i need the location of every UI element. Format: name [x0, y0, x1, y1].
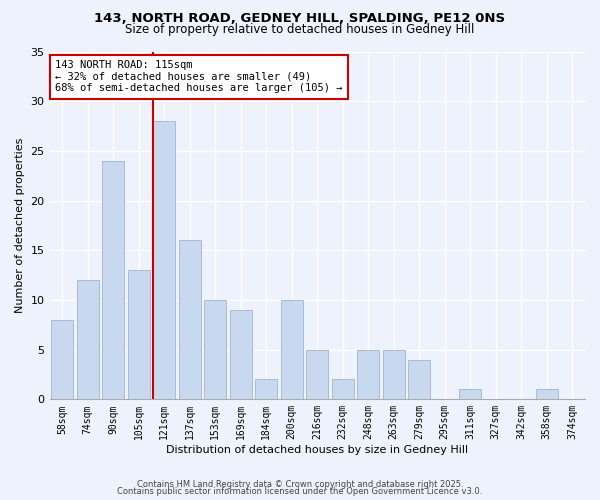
Bar [409, 360, 430, 400]
Text: 143 NORTH ROAD: 115sqm
← 32% of detached houses are smaller (49)
68% of semi-det: 143 NORTH ROAD: 115sqm ← 32% of detached… [55, 60, 343, 94]
Text: Contains HM Land Registry data © Crown copyright and database right 2025.: Contains HM Land Registry data © Crown c… [137, 480, 463, 489]
Bar [256, 380, 277, 400]
Bar [154, 121, 175, 400]
Bar [383, 350, 404, 400]
Bar [179, 240, 200, 400]
Bar [205, 300, 226, 400]
Bar [103, 161, 124, 400]
Bar [332, 380, 353, 400]
Text: Size of property relative to detached houses in Gedney Hill: Size of property relative to detached ho… [125, 24, 475, 36]
Bar [460, 390, 481, 400]
Y-axis label: Number of detached properties: Number of detached properties [15, 138, 25, 313]
X-axis label: Distribution of detached houses by size in Gedney Hill: Distribution of detached houses by size … [166, 445, 469, 455]
Bar [128, 270, 149, 400]
Bar [307, 350, 328, 400]
Bar [536, 390, 557, 400]
Text: 143, NORTH ROAD, GEDNEY HILL, SPALDING, PE12 0NS: 143, NORTH ROAD, GEDNEY HILL, SPALDING, … [94, 12, 506, 26]
Bar [281, 300, 302, 400]
Bar [230, 310, 251, 400]
Bar [358, 350, 379, 400]
Bar [52, 320, 73, 400]
Bar [77, 280, 98, 400]
Text: Contains public sector information licensed under the Open Government Licence v3: Contains public sector information licen… [118, 487, 482, 496]
